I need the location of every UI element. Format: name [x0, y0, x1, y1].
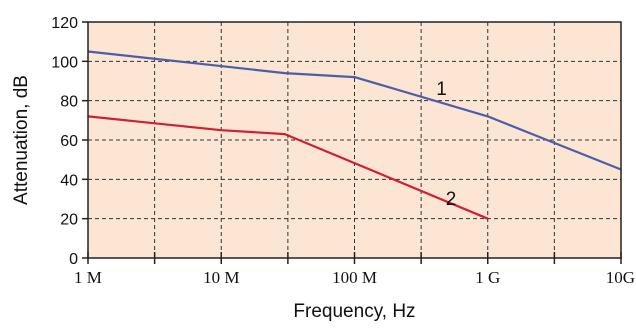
y-tick-label: 80	[60, 94, 78, 111]
y-axis-title: Attenuation, dB	[11, 75, 32, 205]
y-tick-label: 120	[51, 15, 78, 32]
x-tick-label: 10G	[606, 268, 635, 287]
series-label-1: 1	[436, 79, 447, 100]
y-tick-label: 40	[60, 172, 78, 189]
y-tick-labels: 0 20 40 60 80 100 120	[51, 15, 78, 268]
series-line-2	[87, 115, 489, 220]
series-tags: 12	[436, 79, 456, 210]
series-line-1	[87, 50, 622, 171]
x-tick-labels: 1 M 10 M 100 M 1 G 10G	[74, 268, 635, 287]
y-tick-label: 0	[69, 251, 78, 268]
x-tick-label: 100 M	[332, 268, 377, 287]
tick-marks	[82, 21, 622, 264]
series-layer	[87, 50, 622, 220]
y-tick-label: 20	[60, 212, 78, 229]
x-axis-title: Frequency, Hz	[293, 301, 415, 322]
y-tick-label: 60	[60, 133, 78, 150]
x-tick-label: 1 M	[74, 268, 102, 287]
series-label-2: 2	[446, 189, 457, 210]
y-tick-label: 100	[51, 54, 78, 71]
x-tick-label: 1 G	[475, 268, 500, 287]
x-tick-label: 10 M	[203, 268, 239, 287]
